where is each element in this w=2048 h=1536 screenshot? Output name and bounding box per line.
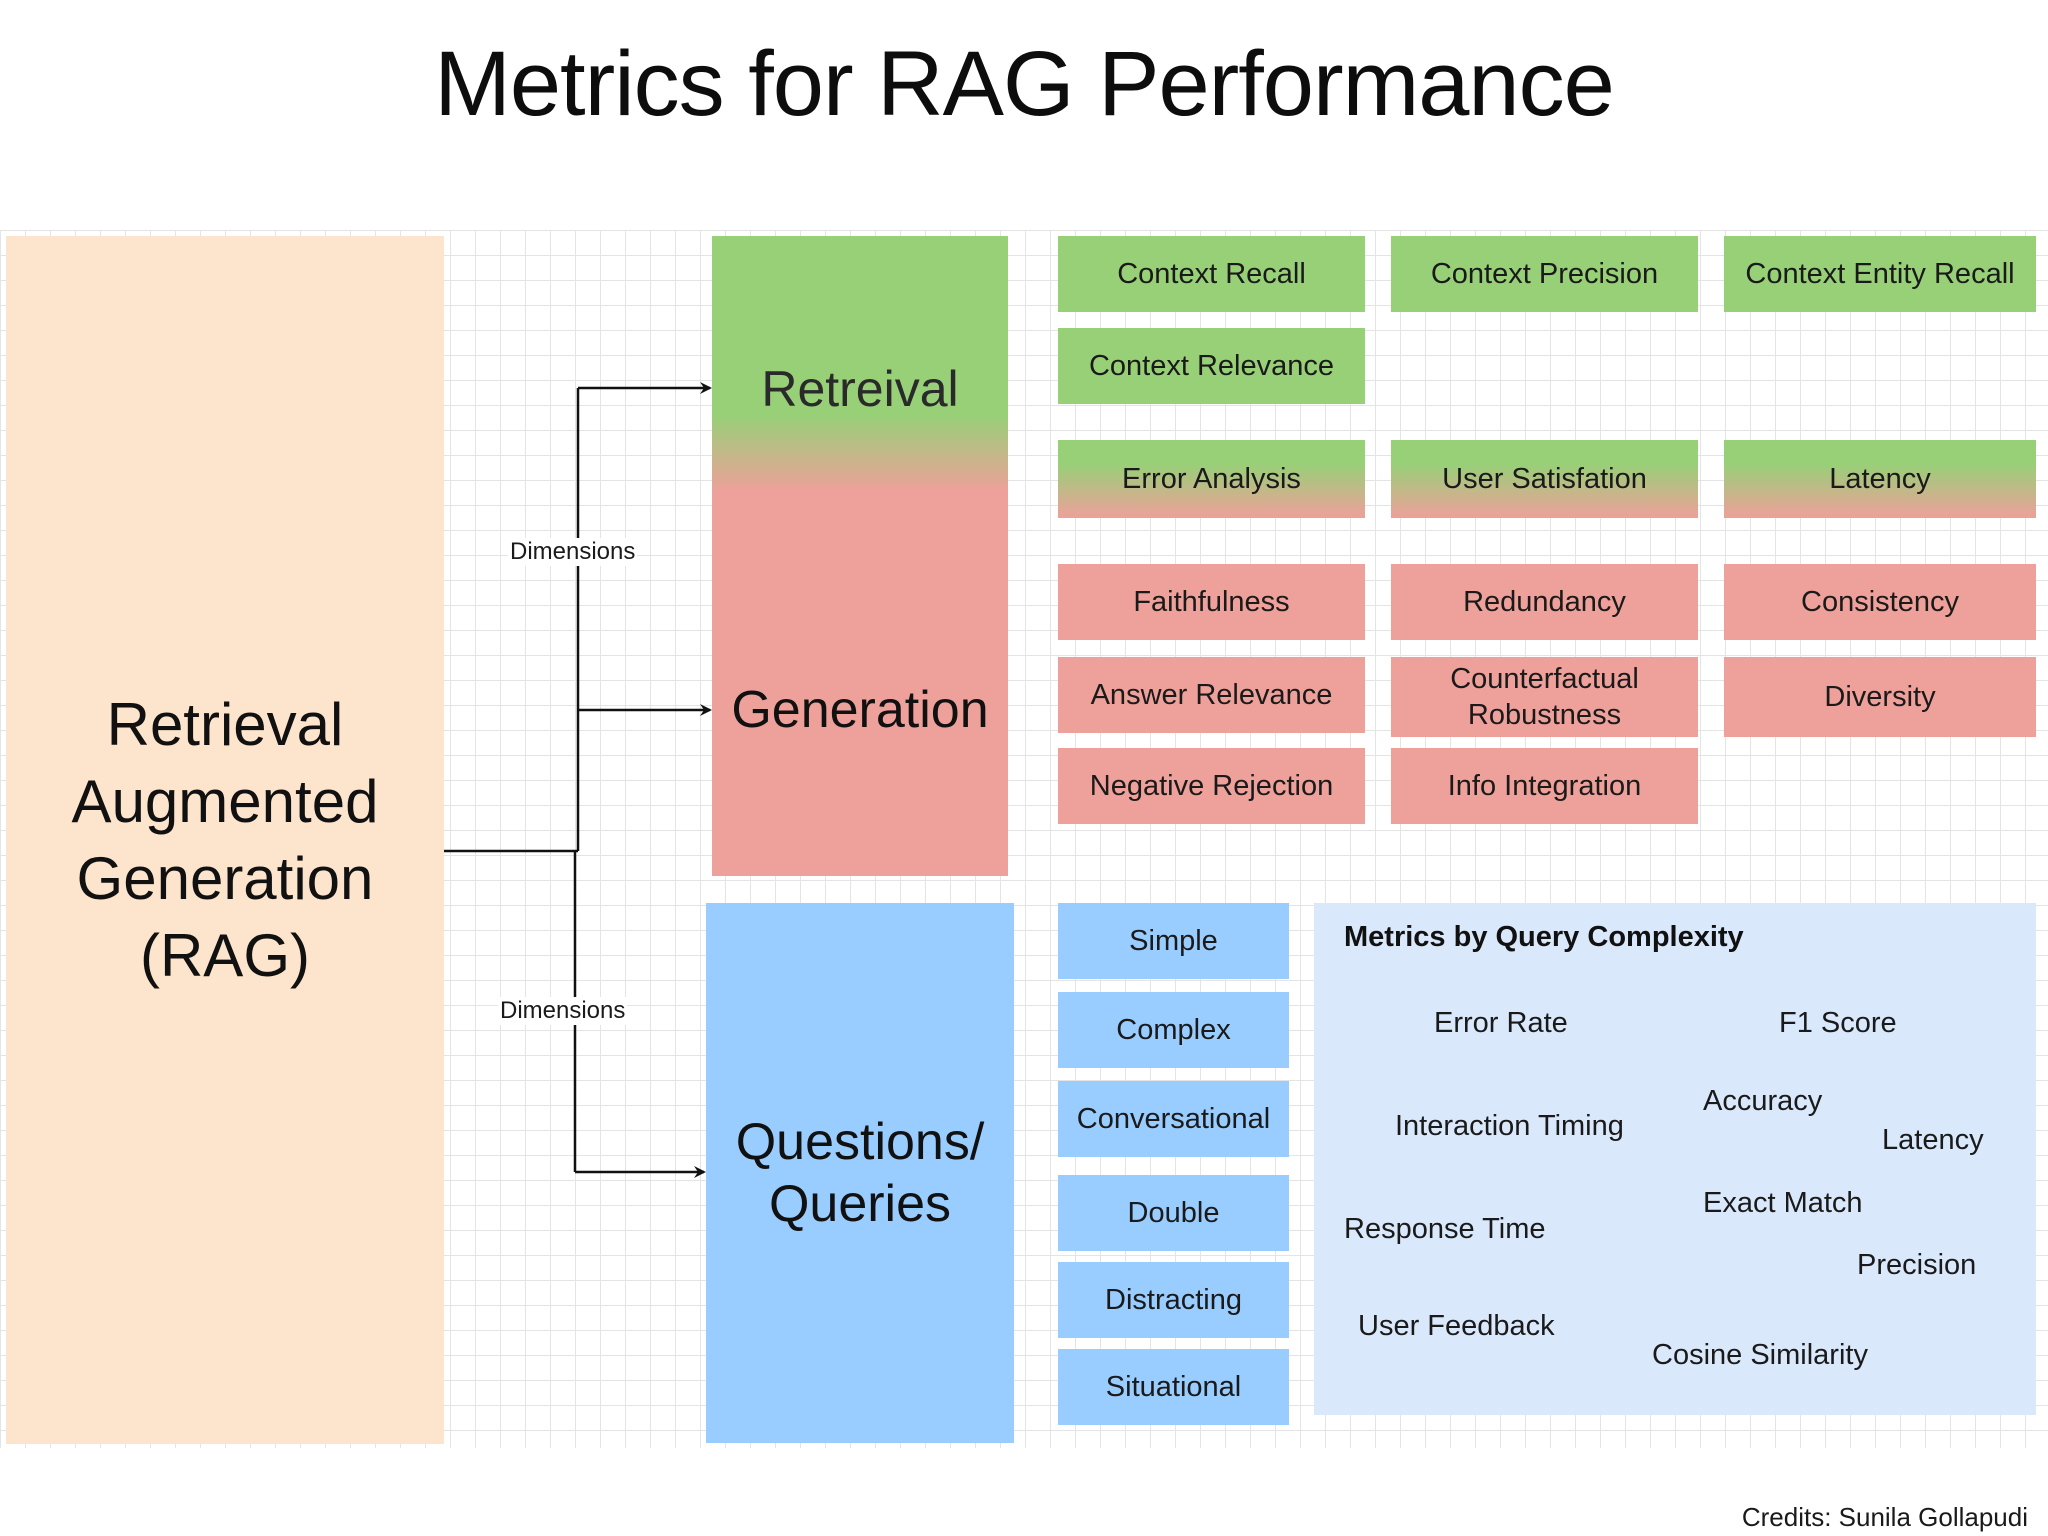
metric-context-relevance: Context Relevance — [1058, 328, 1365, 404]
query-type-distracting: Distracting — [1058, 1262, 1289, 1338]
metric-context-recall: Context Recall — [1058, 236, 1365, 312]
query-type-complex: Complex — [1058, 992, 1289, 1068]
retrieval-generation-block — [712, 236, 1008, 876]
metric-counterfactual-robustness: Counterfactual Robustness — [1391, 657, 1698, 737]
metric-redundancy: Redundancy — [1391, 564, 1698, 640]
root-label-line2: Augmented — [71, 768, 379, 835]
metric-user-satisfaction: User Satisfation — [1391, 440, 1698, 518]
metric-accuracy: Accuracy — [1703, 1085, 1823, 1117]
metric-consistency: Consistency — [1724, 564, 2036, 640]
query-type-conversational: Conversational — [1058, 1081, 1289, 1157]
metric-exact-match: Exact Match — [1703, 1187, 1863, 1219]
credits: Credits: Sunila Gollapudi — [1741, 1502, 2028, 1532]
metric-latency: Latency — [1724, 440, 2036, 518]
query-complexity-panel: Metrics by Query Complexity Error Rate F… — [1314, 903, 2036, 1415]
query-type-simple: Simple — [1058, 903, 1289, 979]
retrieval-label: Retreival — [761, 361, 959, 417]
metric-f1-score: F1 Score — [1779, 1007, 1897, 1039]
dimensions-label-upper: Dimensions — [508, 538, 638, 566]
panel-title: Metrics by Query Complexity — [1344, 921, 1744, 953]
metric-context-entity-recall: Context Entity Recall — [1724, 236, 2036, 312]
metric-response-time: Response Time — [1344, 1213, 1546, 1245]
generation-label: Generation — [731, 681, 989, 739]
dimensions-label-lower: Dimensions — [498, 997, 628, 1025]
metric-negative-rejection: Negative Rejection — [1058, 748, 1365, 824]
metric-diversity: Diversity — [1724, 657, 2036, 737]
metric-error-analysis: Error Analysis — [1058, 440, 1365, 518]
metric-latency-query: Latency — [1882, 1124, 1984, 1156]
page-title: Metrics for RAG Performance — [434, 33, 1615, 135]
metric-interaction-timing: Interaction Timing — [1395, 1110, 1624, 1142]
questions-queries-block: Questions/ Queries — [706, 903, 1014, 1443]
query-type-double: Double — [1058, 1175, 1289, 1251]
rag-root-node: Retrieval Augmented Generation (RAG) — [6, 236, 444, 1444]
metric-faithfulness: Faithfulness — [1058, 564, 1365, 640]
metric-answer-relevance: Answer Relevance — [1058, 657, 1365, 733]
root-label-line4: (RAG) — [140, 922, 310, 989]
query-type-situational: Situational — [1058, 1349, 1289, 1425]
metric-info-integration: Info Integration — [1391, 748, 1698, 824]
root-label-line1: Retrieval — [106, 691, 344, 758]
queries-label-line2: Queries — [768, 1175, 952, 1233]
metric-context-precision: Context Precision — [1391, 236, 1698, 312]
metric-user-feedback: User Feedback — [1358, 1310, 1555, 1342]
queries-label-line1: Questions/ — [735, 1113, 985, 1171]
metric-cosine-similarity: Cosine Similarity — [1652, 1339, 1868, 1371]
metric-precision: Precision — [1857, 1249, 1977, 1281]
root-label-line3: Generation — [76, 845, 374, 912]
metric-error-rate: Error Rate — [1434, 1007, 1568, 1039]
